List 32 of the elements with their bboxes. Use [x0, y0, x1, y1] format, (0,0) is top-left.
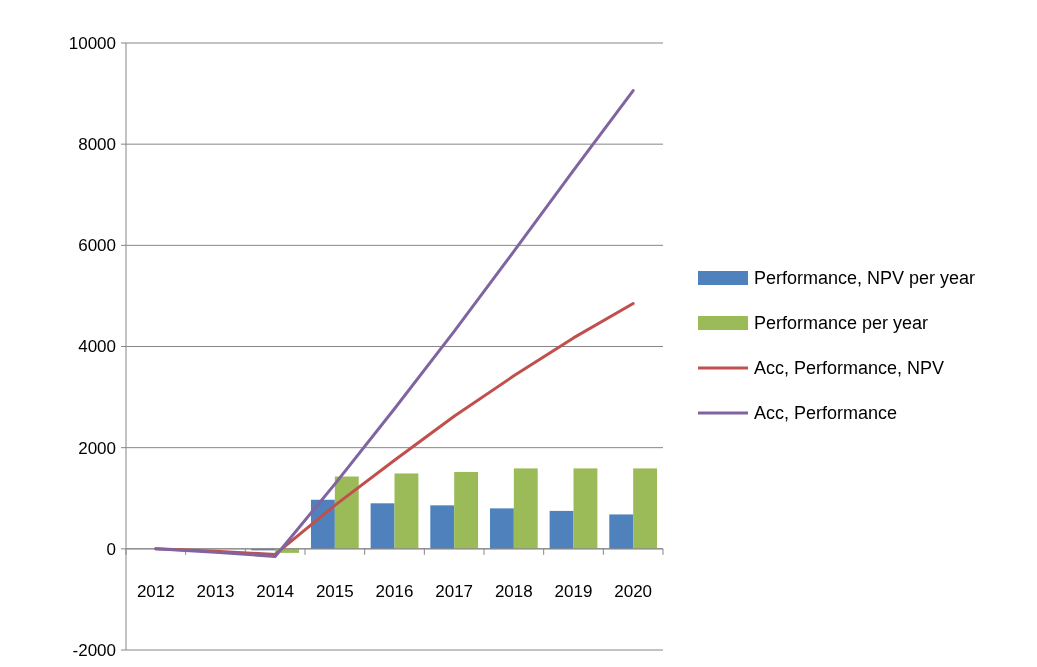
y-tick-label: -2000 — [72, 640, 116, 660]
y-tick-label: 6000 — [78, 236, 116, 256]
y-tick-label: 8000 — [78, 135, 116, 155]
bar — [573, 468, 598, 549]
y-tick-label: 2000 — [78, 438, 116, 458]
y-tick-label: 4000 — [78, 337, 116, 357]
line-series — [154, 89, 635, 558]
bar — [334, 476, 359, 549]
legend-label: Acc, Performance — [754, 403, 898, 424]
x-tick-label: 2016 — [375, 581, 414, 601]
x-tick-label: 2012 — [136, 581, 175, 601]
y-tick-label: 0 — [106, 539, 116, 559]
bar — [633, 468, 658, 549]
bar — [609, 514, 634, 549]
bar — [430, 505, 455, 549]
x-tick-label: 2019 — [554, 581, 593, 601]
x-tick-label: 2013 — [196, 581, 235, 601]
bar — [513, 468, 538, 549]
y-tick-label: 10000 — [68, 33, 116, 53]
bar — [394, 473, 419, 549]
legend-label: Performance, NPV per year — [754, 268, 976, 289]
bar — [454, 471, 479, 549]
x-tick-label: 2014 — [256, 581, 295, 601]
bar — [489, 508, 514, 549]
x-tick-label: 2015 — [315, 581, 354, 601]
x-tick-label: 2018 — [494, 581, 533, 601]
legend-label: Acc, Performance, NPV — [754, 358, 945, 379]
bar — [370, 503, 395, 549]
legend-label: Performance per year — [754, 313, 929, 334]
x-tick-label: 2020 — [614, 581, 653, 601]
bar — [549, 510, 574, 549]
x-tick-label: 2017 — [435, 581, 474, 601]
